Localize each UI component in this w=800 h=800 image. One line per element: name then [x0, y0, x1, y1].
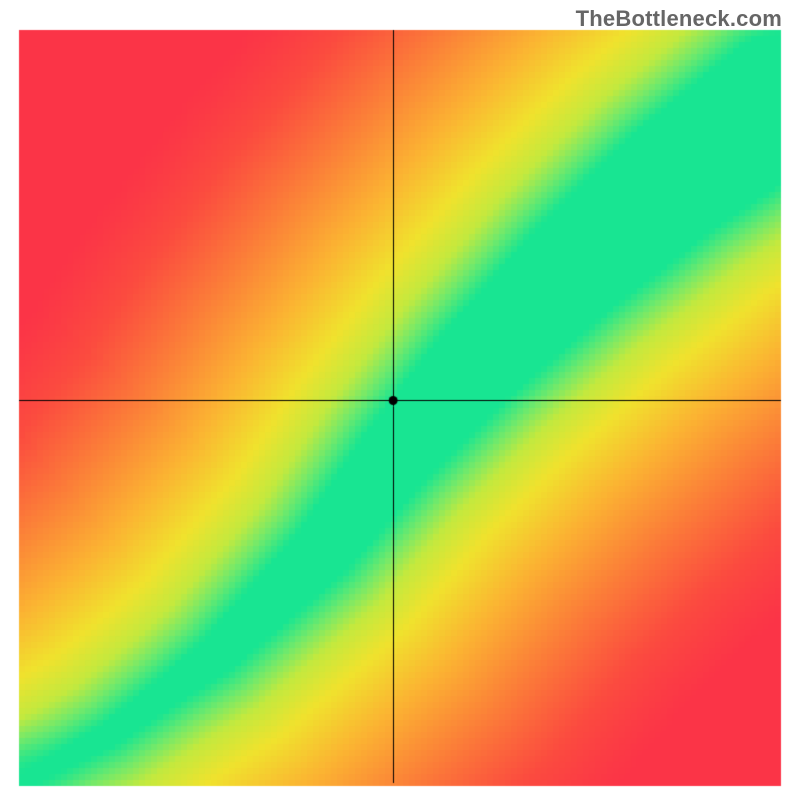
- heatmap-canvas: [0, 0, 800, 800]
- watermark-text: TheBottleneck.com: [576, 6, 782, 32]
